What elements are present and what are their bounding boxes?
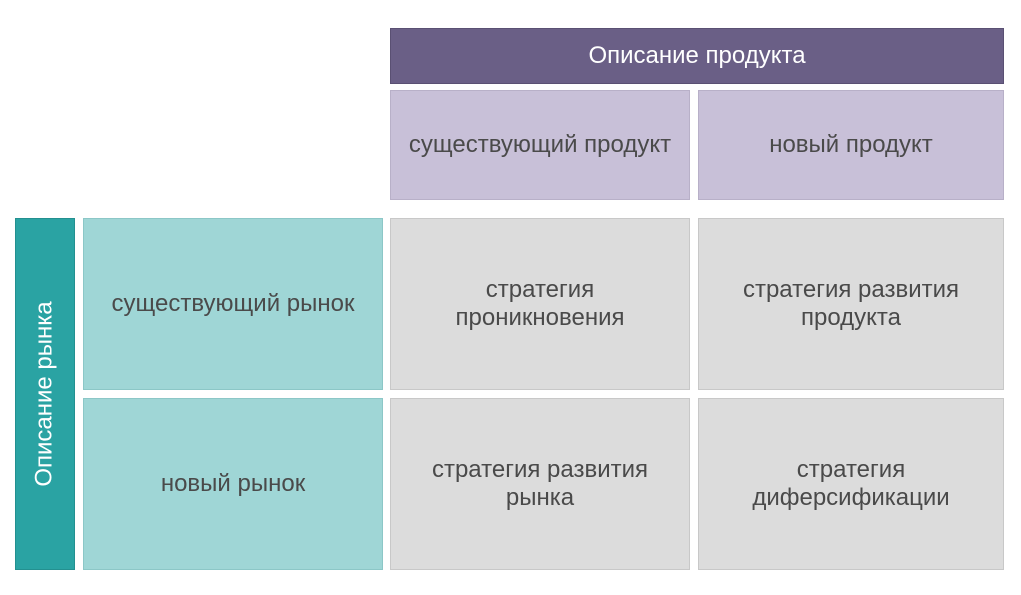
strategy-product-development: стратегия развития продукта <box>698 218 1004 390</box>
strategy-market-development: стратегия развития рынка <box>390 398 690 570</box>
row-header-2-label: новый рынок <box>161 470 305 498</box>
left-axis-header: Описание рынка <box>15 218 75 570</box>
cell-11-label: стратегия проникновения <box>399 276 681 332</box>
row-header-existing-market: существующий рынок <box>83 218 383 390</box>
column-header-2-label: новый продукт <box>769 131 933 159</box>
column-header-1-label: существующий продукт <box>409 131 671 159</box>
row-header-new-market: новый рынок <box>83 398 383 570</box>
cell-22-label: стратегия диферсификации <box>707 456 995 512</box>
row-header-1-label: существующий рынок <box>112 290 355 318</box>
strategy-penetration: стратегия проникновения <box>390 218 690 390</box>
top-axis-label: Описание продукта <box>588 42 805 70</box>
cell-12-label: стратегия развития продукта <box>707 276 995 332</box>
column-header-existing-product: существующий продукт <box>390 90 690 200</box>
column-header-new-product: новый продукт <box>698 90 1004 200</box>
top-axis-header: Описание продукта <box>390 28 1004 84</box>
left-axis-label: Описание рынка <box>31 301 59 486</box>
strategy-diversification: стратегия диферсификации <box>698 398 1004 570</box>
cell-21-label: стратегия развития рынка <box>399 456 681 512</box>
